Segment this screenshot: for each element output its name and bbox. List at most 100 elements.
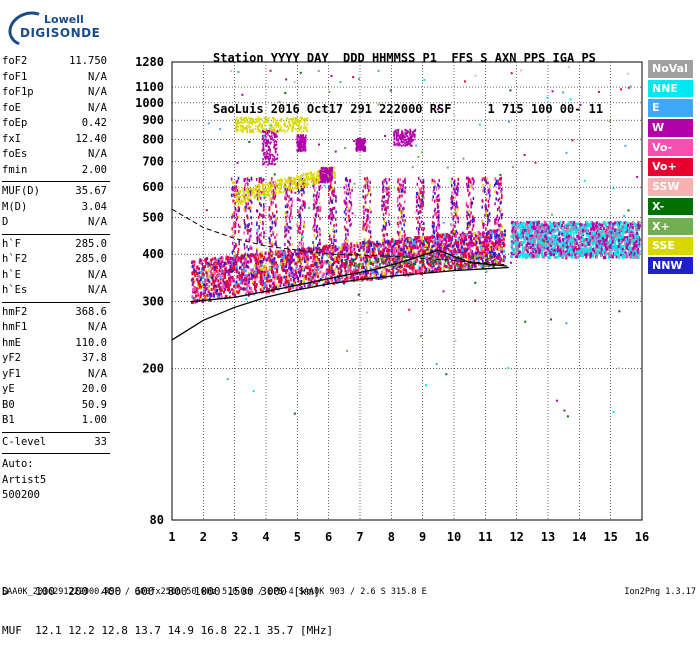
echo-point: [200, 278, 202, 281]
echo-point: [272, 233, 274, 236]
echo-point: [255, 254, 257, 257]
echo-point: [203, 273, 205, 276]
echo-point: [408, 251, 410, 254]
echo-point: [353, 244, 355, 247]
echo-point: [417, 236, 419, 239]
echo-point: [233, 193, 235, 196]
echo-point: [263, 231, 265, 234]
echo-point: [364, 228, 366, 231]
echo-point: [253, 192, 255, 194]
echo-point: [278, 122, 280, 124]
echo-point: [389, 223, 391, 226]
echo-point: [260, 197, 262, 200]
echo-point: [244, 223, 246, 226]
echo-point: [500, 183, 502, 186]
echo-point: [314, 234, 316, 237]
echo-point: [216, 289, 218, 292]
echo-point: [317, 180, 319, 182]
echo-point: [212, 258, 214, 261]
echo-point: [280, 184, 282, 186]
echo-point: [340, 248, 342, 251]
echo-point: [266, 287, 268, 290]
echo-point: [303, 257, 305, 260]
echo-point: [457, 220, 459, 223]
echo-point: [283, 276, 285, 279]
y-tick-label: 1100: [135, 80, 164, 94]
echo-point: [295, 186, 297, 188]
echo-point: [410, 241, 412, 244]
echo-point: [239, 267, 241, 270]
echo-point: [455, 196, 457, 199]
echo-point: [406, 264, 408, 267]
echo-point: [271, 261, 273, 264]
echo-point: [485, 243, 487, 246]
echo-point: [422, 247, 424, 250]
echo-point: [486, 177, 488, 180]
echo-point: [273, 262, 275, 265]
echo-point: [219, 288, 221, 291]
echo-point: [297, 249, 299, 252]
echo-point: [419, 200, 421, 203]
echo-point: [297, 222, 299, 225]
echo-point: [406, 246, 408, 249]
echo-point: [368, 189, 370, 192]
echo-point: [307, 272, 309, 275]
x-tick-label: 6: [325, 530, 332, 544]
echo-point: [372, 263, 374, 266]
echo-point: [432, 221, 434, 224]
echo-point: [420, 179, 422, 182]
echo-point: [248, 278, 250, 281]
echo-point: [416, 240, 418, 243]
echo-point: [221, 288, 223, 291]
echo-point: [314, 189, 316, 192]
echo-point: [317, 231, 319, 234]
echo-point: [316, 181, 318, 183]
echo-point: [501, 191, 503, 194]
echo-point: [282, 180, 284, 182]
echo-point: [470, 211, 472, 214]
echo-point: [481, 199, 483, 202]
echo-point: [471, 234, 473, 237]
echo-point: [437, 256, 439, 259]
echo-point: [402, 184, 404, 187]
echo-point: [290, 256, 292, 259]
echo-point: [401, 235, 403, 238]
echo-point: [468, 180, 470, 183]
echo-point: [375, 265, 377, 268]
echo-point: [302, 281, 304, 284]
echo-point: [303, 221, 305, 224]
echo-point: [235, 286, 237, 289]
echo-point: [389, 178, 391, 181]
echo-point: [318, 174, 320, 176]
echo-point: [355, 267, 357, 270]
echo-point: [362, 190, 364, 193]
echo-point: [251, 222, 253, 225]
echo-point: [434, 192, 436, 195]
echo-point: [383, 225, 385, 228]
echo-point: [386, 239, 388, 242]
echo-point: [298, 186, 300, 188]
echo-point: [254, 189, 256, 191]
y-tick-label: 200: [142, 362, 164, 376]
echo-point: [246, 265, 248, 268]
echo-point: [473, 182, 475, 185]
echo-point: [390, 243, 392, 246]
echo-point: [269, 255, 271, 258]
echo-point: [247, 253, 249, 256]
echo-point: [418, 212, 420, 215]
echo-point: [270, 184, 272, 186]
echo-point: [461, 249, 463, 252]
echo-point: [252, 188, 254, 190]
echo-point: [404, 200, 406, 203]
echo-point: [263, 258, 265, 261]
echo-point: [386, 187, 388, 190]
echo-point: [386, 200, 388, 203]
echo-point: [399, 185, 401, 188]
echo-point: [322, 253, 324, 256]
echo-point: [266, 277, 268, 280]
echo-point: [200, 259, 202, 262]
echo-point: [397, 216, 399, 219]
echo-point: [419, 240, 421, 243]
echo-point: [263, 178, 265, 181]
echo-point: [261, 234, 263, 237]
